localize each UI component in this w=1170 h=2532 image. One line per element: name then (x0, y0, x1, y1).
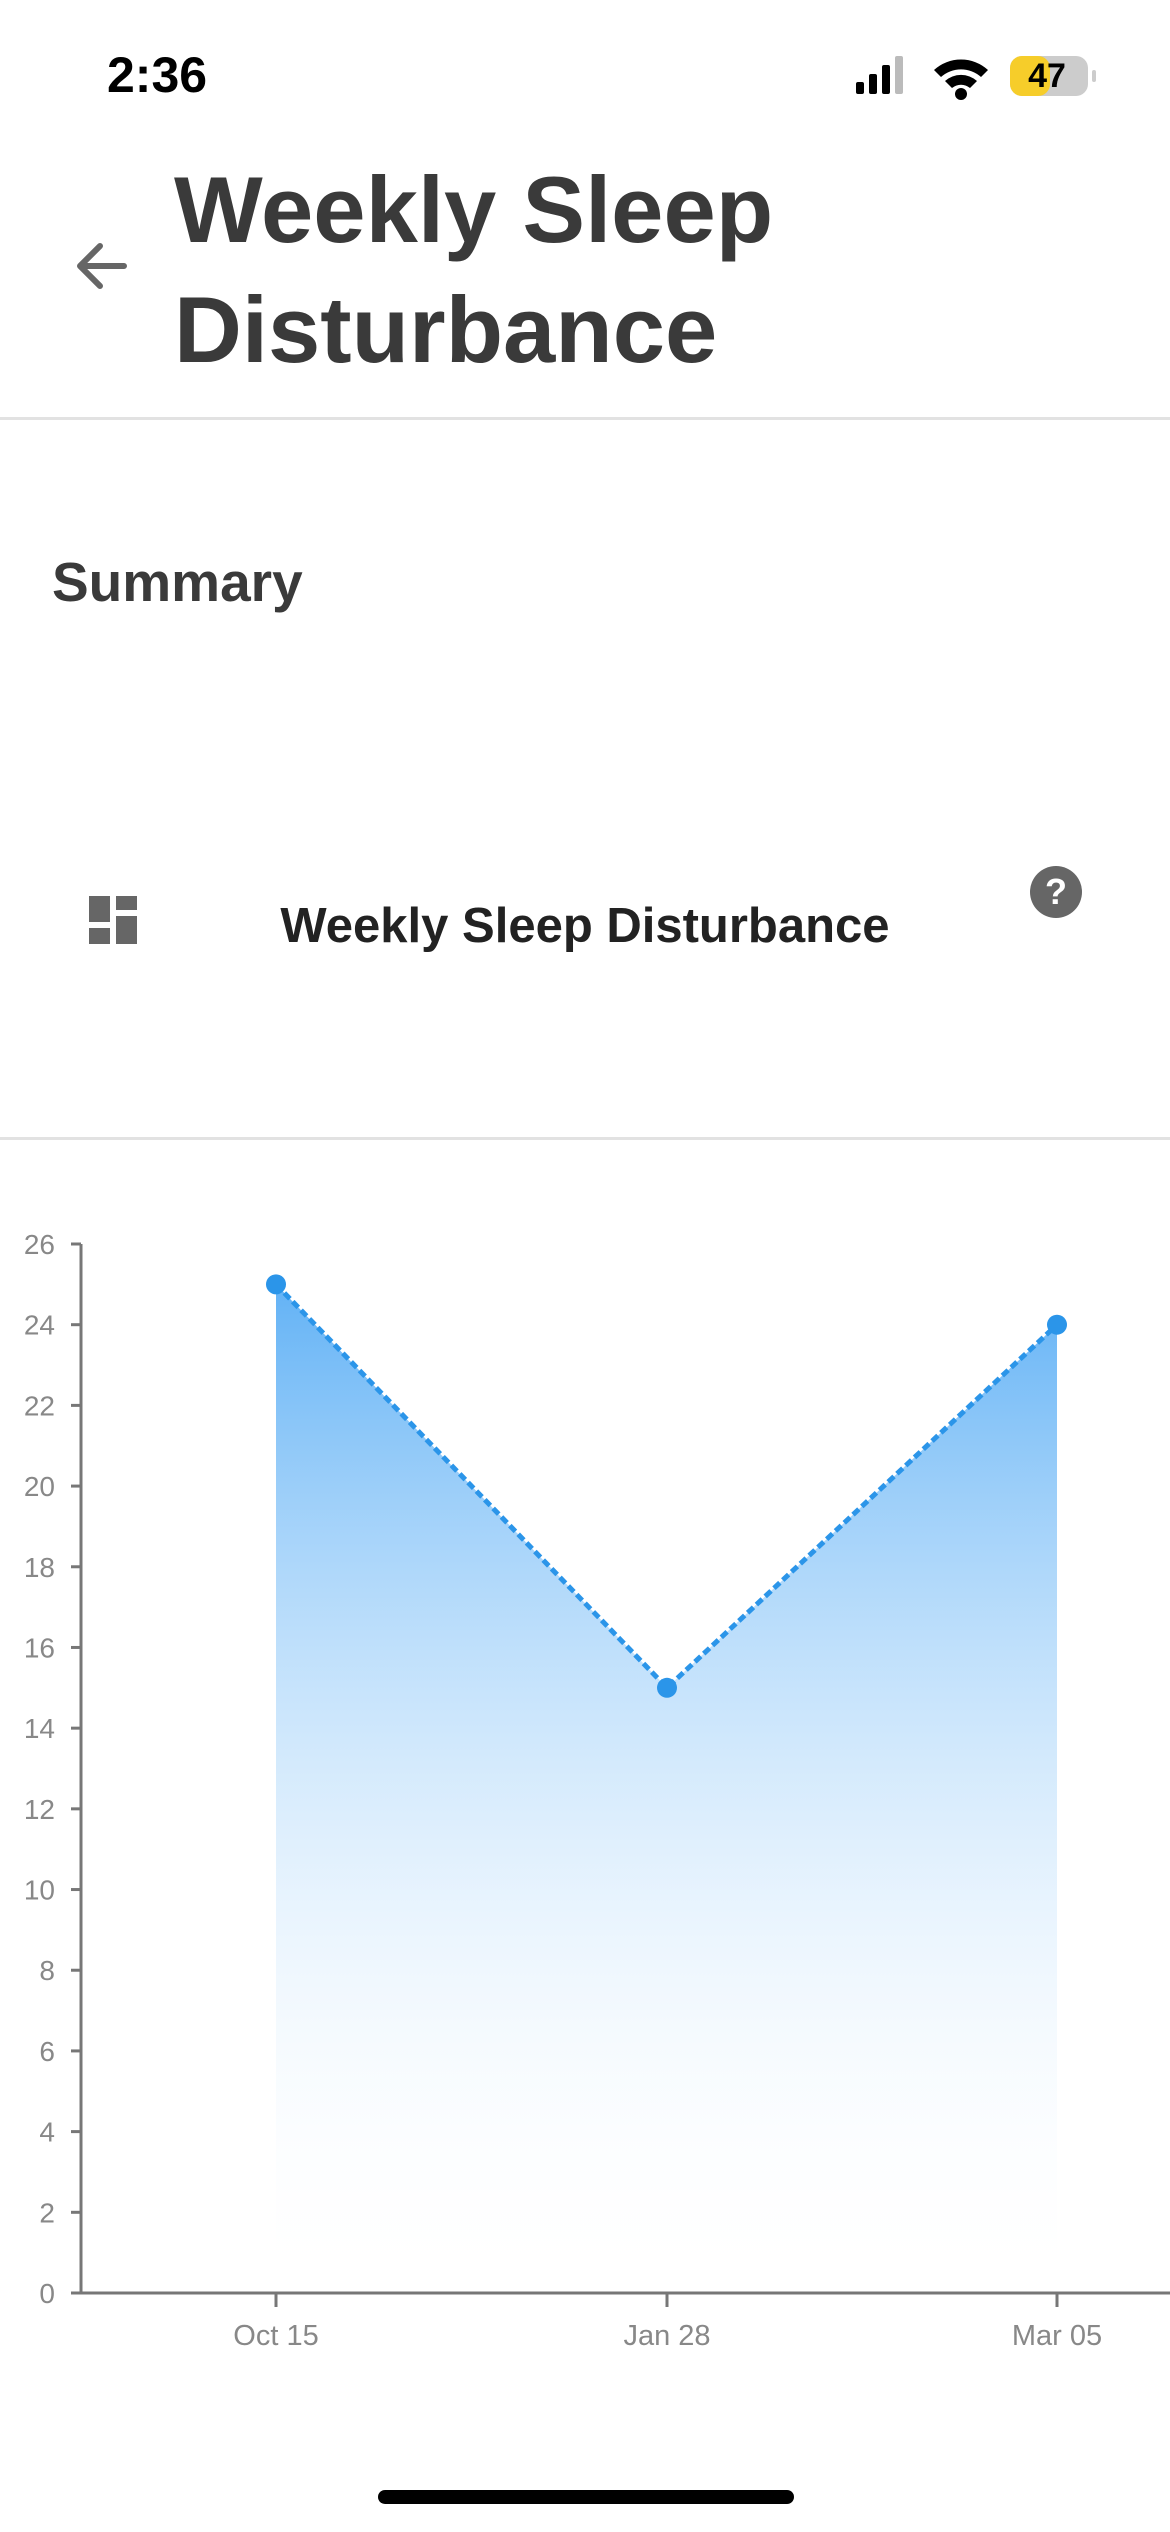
page-title: Weekly Sleep Disturbance (174, 157, 774, 382)
x-tick-label: Mar 05 (1012, 2320, 1102, 2352)
chart-title: Weekly Sleep Disturbance (280, 899, 890, 953)
dashboard-icon[interactable] (89, 896, 139, 946)
status-icons: 47 (856, 56, 1096, 100)
point (266, 1274, 286, 1295)
point (1047, 1314, 1067, 1335)
y-tick-label: 0 (39, 2278, 55, 2309)
home-indicator (378, 2490, 794, 2504)
x-tick-label: Oct 15 (233, 2320, 318, 2352)
y-tick-label: 14 (24, 1713, 55, 1744)
status-time: 2:36 (107, 47, 208, 103)
area (276, 1284, 1057, 2293)
y-tick-label: 4 (39, 2117, 55, 2148)
y-tick-label: 18 (24, 1552, 55, 1583)
battery-level: 47 (1028, 57, 1066, 95)
y-tick-label: 20 (24, 1471, 55, 1502)
section-heading: Summary (52, 551, 303, 613)
y-tick-label: 22 (24, 1390, 55, 1421)
x-tick-label: Jan 28 (623, 2320, 710, 2352)
point (657, 1677, 677, 1698)
y-tick-label: 2 (39, 2197, 55, 2228)
help-icon[interactable]: ? (1029, 865, 1083, 919)
back-button[interactable] (72, 236, 132, 296)
y-tick-label: 6 (39, 2036, 55, 2067)
y-tick-label: 16 (24, 1632, 55, 1663)
y-tick-label: 24 (24, 1310, 55, 1341)
y-tick-label: 26 (24, 1229, 55, 1260)
y-tick-label: 8 (39, 1955, 55, 1986)
svg-text:?: ? (1045, 871, 1067, 912)
y-tick-label: 12 (24, 1794, 55, 1825)
line (274, 1282, 1059, 1692)
divider (0, 1137, 1170, 1140)
divider (0, 417, 1170, 420)
y-tick-label: 10 (24, 1875, 55, 1906)
